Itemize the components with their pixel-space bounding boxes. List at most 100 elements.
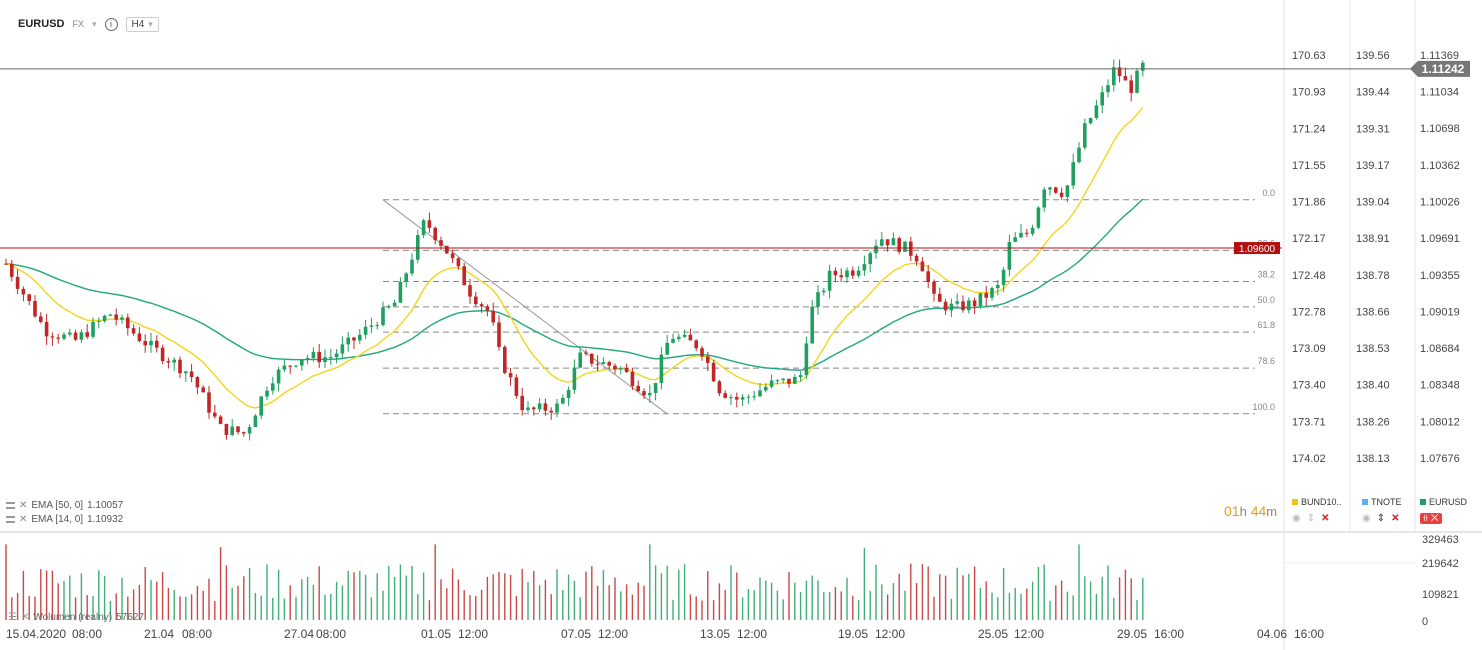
candle-body xyxy=(682,334,687,337)
volume-bar xyxy=(74,597,77,620)
volume-bar xyxy=(649,544,651,620)
y-tick-eurusd: 1.08684 xyxy=(1420,343,1460,355)
candle-body xyxy=(334,353,339,358)
volume-bar xyxy=(527,582,529,620)
candle-body xyxy=(421,220,426,236)
candle-body xyxy=(793,376,797,384)
volume-bar xyxy=(498,571,500,620)
candle-body xyxy=(706,356,710,363)
volume-bar xyxy=(376,573,378,620)
candle-body xyxy=(4,263,8,265)
current-price-badge xyxy=(1410,60,1470,77)
candle-body xyxy=(549,410,553,413)
candle-body xyxy=(178,359,182,374)
close-icon[interactable]: ✕ xyxy=(1321,513,1330,524)
candle-body xyxy=(491,310,495,323)
volume-indicator[interactable]: ☰ ✕ Wolumen (realny) 57627 xyxy=(8,612,144,623)
volume-bar xyxy=(678,569,680,620)
x-tick: 16:00 xyxy=(1154,627,1184,641)
volume-bar xyxy=(666,565,668,620)
volume-bar xyxy=(51,570,54,620)
volume-bar xyxy=(11,597,13,620)
candle-body xyxy=(265,390,269,397)
candle-type-button[interactable]: ⟊⟊ ✕ xyxy=(1420,513,1442,524)
indicator-label: EMA [50, 0] xyxy=(31,500,84,511)
fib-level-label: 38.2 xyxy=(1257,270,1275,280)
close-icon[interactable]: ✕ xyxy=(19,500,28,511)
volume-bar xyxy=(602,569,605,620)
volume-bar xyxy=(411,565,413,620)
legend-eurusd[interactable]: EURUSD ⟊⟊ ✕ xyxy=(1420,497,1467,524)
volume-bar xyxy=(567,574,570,620)
y-tick-bund: 170.63 xyxy=(1292,50,1326,62)
volume-bar xyxy=(179,596,181,620)
indicator-ema50[interactable]: ✕ EMA [50, 0] 1.10057 xyxy=(6,500,123,511)
indicator-ema14[interactable]: ✕ EMA [14, 0] 1.10932 xyxy=(6,514,123,525)
timeframe-select[interactable]: H4 ▾ xyxy=(125,16,159,32)
candle-body xyxy=(288,365,292,367)
candle-body xyxy=(532,407,536,410)
settings-icon[interactable] xyxy=(6,516,15,523)
candle-body xyxy=(1141,62,1145,71)
settings-icon[interactable]: ☰ xyxy=(8,612,17,623)
volume-bar xyxy=(144,567,146,620)
candle-body xyxy=(822,290,826,293)
indicator-value: 1.10057 xyxy=(87,500,124,511)
x-tick: 12:00 xyxy=(458,627,488,641)
candle-body xyxy=(764,386,768,391)
candle-body xyxy=(781,378,785,381)
legend-name: TNOTE xyxy=(1371,497,1402,507)
candle-body xyxy=(1030,227,1035,234)
candle-body xyxy=(120,317,124,320)
x-tick: 21.04 xyxy=(144,627,174,641)
volume-bar xyxy=(776,590,779,620)
volume-bar xyxy=(121,577,123,620)
eye-icon[interactable]: ◉ xyxy=(1362,513,1371,524)
color-swatch xyxy=(1292,499,1298,505)
close-icon[interactable]: ✕ xyxy=(19,514,28,525)
close-icon[interactable]: ✕ xyxy=(1391,513,1400,524)
candle-body xyxy=(276,369,281,384)
volume-bar xyxy=(312,584,315,620)
y-tick-bund: 173.71 xyxy=(1292,416,1326,428)
legend-tnote[interactable]: TNOTE ◉ ⇕ ✕ xyxy=(1362,497,1402,524)
candle-body xyxy=(346,337,350,345)
candle-body xyxy=(44,321,49,337)
volume-bar xyxy=(962,575,964,620)
volume-bar xyxy=(98,570,100,620)
close-icon[interactable]: ✕ xyxy=(20,612,30,623)
sort-icon[interactable]: ⇕ xyxy=(1376,513,1386,524)
candle-body xyxy=(949,303,954,311)
candle-body xyxy=(938,293,942,302)
volume-bar xyxy=(5,544,7,620)
candle-body xyxy=(230,426,234,435)
y-tick-tnote: 138.91 xyxy=(1356,233,1390,245)
candle-body xyxy=(462,266,466,286)
volume-bar xyxy=(631,594,634,620)
candle-body xyxy=(642,391,646,396)
volume-bar xyxy=(86,595,88,620)
candle-body xyxy=(224,423,229,435)
candle-body xyxy=(839,275,843,278)
symbol-label[interactable]: EURUSD xyxy=(18,18,65,30)
volume-bar xyxy=(799,592,802,620)
legend-bund[interactable]: BUND10.. ◉ ⇕ ✕ xyxy=(1292,497,1342,524)
chevron-down-icon[interactable]: ▾ xyxy=(91,18,97,29)
candle-body xyxy=(97,320,101,322)
settings-icon[interactable] xyxy=(6,502,15,509)
info-icon[interactable]: i xyxy=(104,17,118,31)
candle-body xyxy=(294,365,298,367)
volume-bar xyxy=(712,600,715,620)
support-line-value: 1.09600 xyxy=(1239,244,1276,255)
eye-icon[interactable]: ◉ xyxy=(1292,513,1301,524)
sort-icon[interactable]: ⇕ xyxy=(1306,513,1316,524)
volume-bar xyxy=(243,576,245,620)
y-tick-bund: 174.02 xyxy=(1292,453,1326,465)
candle-body xyxy=(1042,189,1046,208)
candle-body xyxy=(833,270,838,276)
candle-body xyxy=(990,288,994,298)
candle-body xyxy=(160,347,165,362)
volume-bar xyxy=(747,589,750,620)
candle-body xyxy=(1001,269,1006,286)
